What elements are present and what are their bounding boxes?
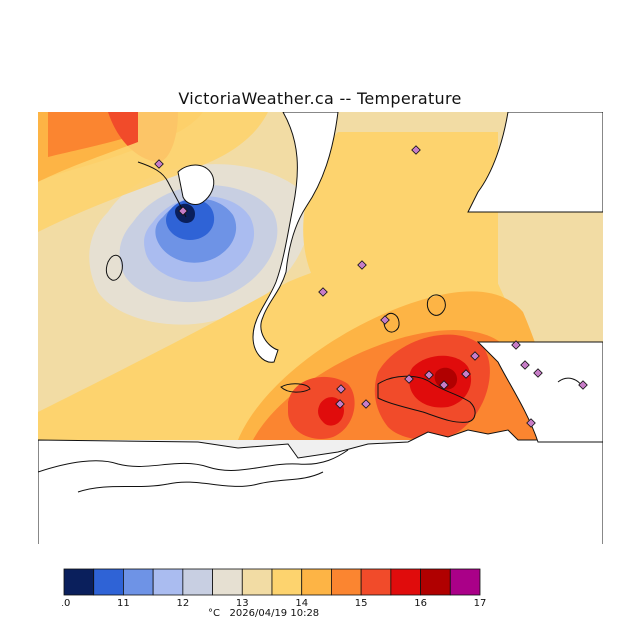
- legend-swatch: [390, 568, 421, 596]
- coast-island-2: [426, 294, 446, 316]
- station-marker: [578, 380, 588, 390]
- legend-swatch: [212, 568, 243, 596]
- coast-island-1: [105, 254, 123, 281]
- coast-south-shore: [38, 449, 349, 473]
- legend-unit: °C: [208, 608, 220, 619]
- legend-tick-label: 17: [474, 598, 487, 608]
- legend-swatches: [63, 568, 481, 596]
- coast-island-3: [383, 312, 400, 333]
- legend-swatch: [93, 568, 124, 596]
- legend-swatch: [63, 568, 95, 596]
- legend-swatch: [449, 568, 481, 596]
- station-marker: [424, 370, 434, 380]
- legend-swatch: [271, 568, 303, 596]
- coast-peninsula-victoria: [377, 375, 476, 423]
- legend-tick-label: 11: [117, 598, 130, 608]
- station-marker: [461, 369, 471, 379]
- station-marker: [154, 159, 164, 169]
- legend-tick-label: 13: [236, 598, 249, 608]
- legend-swatch: [241, 568, 273, 596]
- station-marker: [533, 368, 543, 378]
- legend-swatch: [182, 568, 213, 596]
- station-marker: [470, 351, 480, 361]
- station-marker: [526, 418, 536, 428]
- legend-tick-label: 16: [414, 598, 427, 608]
- water-bodies: [38, 112, 603, 544]
- timestamp: 2026/04/19 10:28: [229, 608, 320, 619]
- haro-strait-east: [476, 341, 603, 443]
- temperature-map: [38, 112, 603, 544]
- map-title: VictoriaWeather.ca -- Temperature: [178, 89, 462, 108]
- station-marker: [357, 260, 367, 270]
- legend-swatch: [301, 568, 332, 596]
- legend-tick-label: 12: [176, 598, 189, 608]
- station-marker: [439, 380, 449, 390]
- timestamp-line: °C 2026/04/19 10:28: [208, 608, 319, 619]
- strait-of-juan-de-fuca: [38, 429, 603, 544]
- legend-tick-label: 10: [62, 598, 70, 608]
- legend-swatch: [152, 568, 184, 596]
- water-west-mainland: [177, 164, 215, 205]
- coast-southern-land: [77, 471, 324, 493]
- haro-strait-north: [467, 112, 603, 213]
- legend-swatch: [331, 568, 362, 596]
- color-legend: 10 11 12 13 14 15 16 17: [62, 568, 486, 608]
- coast-island-4: [280, 383, 311, 393]
- station-marker: [380, 315, 390, 325]
- legend-swatch: [420, 568, 451, 596]
- station-marker: [336, 384, 346, 394]
- band-13.5-14-northwest: [38, 112, 268, 232]
- legend-tick-label: 14: [295, 598, 308, 608]
- saanich-inlet: [252, 112, 339, 363]
- legend-tick-label: 15: [355, 598, 368, 608]
- coastlines: [38, 161, 583, 493]
- legend-swatch: [360, 568, 392, 596]
- station-marker: [361, 399, 371, 409]
- station-marker: [511, 340, 521, 350]
- station-marker: [411, 145, 421, 155]
- station-marker: [520, 360, 530, 370]
- station-marker: [404, 374, 414, 384]
- weather-stations: [154, 145, 588, 428]
- legend-swatch: [123, 568, 154, 596]
- station-marker: [335, 399, 345, 409]
- legend-ticks: 10 11 12 13 14 15 16 17: [62, 598, 486, 608]
- station-marker: [318, 287, 328, 297]
- coast-mainland-west: [137, 161, 187, 218]
- station-marker: [178, 206, 188, 216]
